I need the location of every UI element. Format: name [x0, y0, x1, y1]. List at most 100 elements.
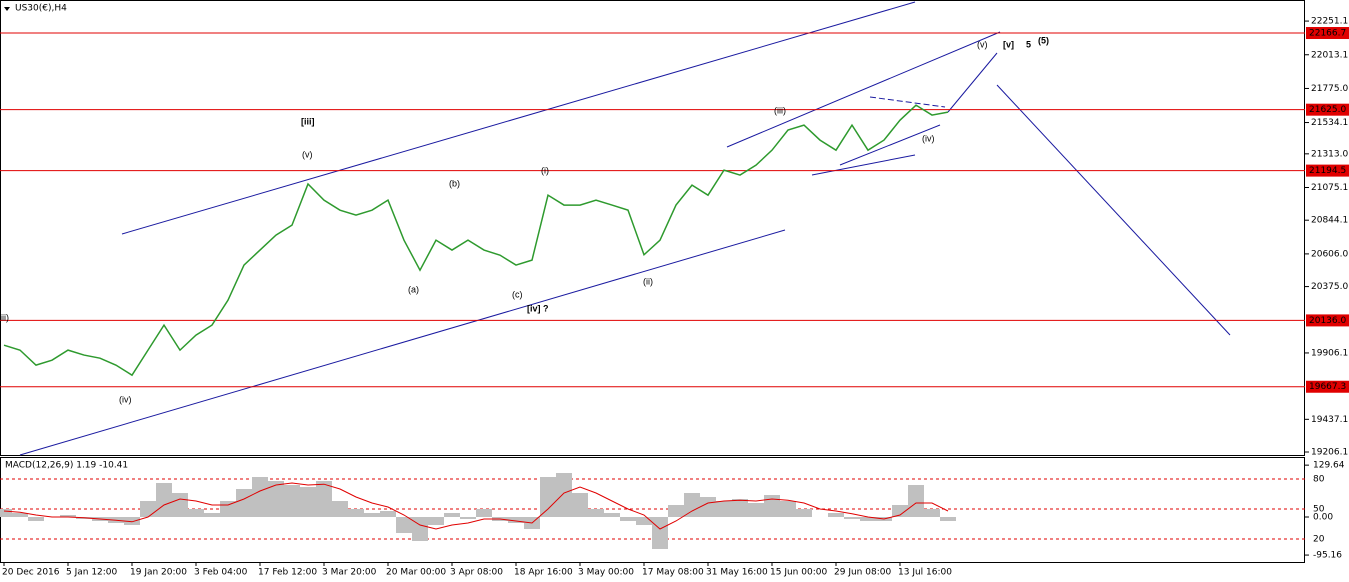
macd-bar: [892, 505, 908, 517]
macd-bar: [12, 513, 28, 517]
chart-title: US30(€),H4: [15, 4, 67, 14]
macd-bar: [476, 509, 492, 517]
wave-label: 5: [1026, 39, 1031, 49]
wave-label: (c): [512, 289, 523, 299]
x-tick-label: 5 Jan 12:00: [66, 568, 118, 578]
x-tick-label: 31 May 16:00: [706, 568, 768, 578]
macd-bar: [428, 517, 444, 525]
macd-bar: [204, 513, 220, 517]
macd-bar: [636, 517, 652, 525]
wave-label: [v]: [1003, 39, 1014, 49]
trend-lines: [19, 1, 1231, 456]
macd-bar: [124, 517, 140, 525]
macd-bar: [28, 517, 44, 521]
macd-bar: [924, 509, 940, 517]
y-tick-label: 21075.1: [1311, 183, 1348, 193]
trend-line: [996, 84, 1231, 336]
macd-bar: [796, 509, 812, 517]
macd-bar: [300, 487, 316, 517]
trend-line: [869, 96, 946, 108]
level-label: 80: [1313, 475, 1325, 485]
macd-bar: [156, 483, 172, 517]
macd-bar: [60, 515, 76, 517]
wave-label: (a): [408, 284, 419, 294]
trend-line: [726, 31, 1001, 148]
level-label-box: [1306, 164, 1349, 177]
y-tick-label: 20606.0: [1311, 249, 1348, 259]
y-tick-label: 21534.1: [1311, 118, 1348, 128]
macd-bar: [236, 489, 252, 517]
macd-bar: [860, 517, 876, 521]
y-tick-label: 19206.1: [1311, 448, 1348, 458]
level-label-box: [1306, 27, 1349, 40]
main-frame: [0, 0, 1305, 456]
y-tick-label: 21313.0: [1311, 149, 1348, 159]
macd-bar: [604, 513, 620, 517]
signal-line: [3, 482, 949, 530]
trend-line: [811, 154, 916, 176]
y-tick-label: 20375.0: [1311, 282, 1348, 292]
x-tick-label: 29 Jun 08:00: [834, 568, 891, 578]
wave-label: (iv): [119, 394, 132, 404]
macd-bar: [572, 493, 588, 517]
level-label-box: [1306, 380, 1349, 393]
macd-bar: [188, 509, 204, 517]
wave-label: (iv): [922, 133, 935, 143]
wave-label: (i): [541, 165, 549, 175]
macd-bar: [284, 485, 300, 517]
macd-bar: [252, 477, 268, 517]
macd-bar: [940, 517, 956, 521]
price-line: [3, 104, 949, 377]
macd-bar: [172, 493, 188, 517]
level-label: 20136.0: [1309, 316, 1346, 326]
x-tick-label: 3 Mar 20:00: [322, 568, 377, 578]
wave-label: (5): [1038, 35, 1049, 45]
macd-bar: [908, 485, 924, 517]
y-tick-label: 22251.1: [1311, 17, 1348, 27]
y-tick-label: -95.16: [1313, 551, 1342, 561]
macd-bar: [588, 509, 604, 517]
macd-bar: [444, 513, 460, 517]
macd-bar: [844, 517, 860, 519]
macd-title: MACD(12,26,9) 1.19 -10.41: [5, 461, 128, 471]
macd-bar: [652, 517, 668, 549]
macd-bar: [732, 499, 748, 517]
level-label-box: [1306, 103, 1349, 116]
level-label: 50: [1313, 505, 1325, 515]
x-tick-label: 15 Jun 00:00: [770, 568, 827, 578]
trend-line: [947, 52, 998, 113]
y-tick-label: 19906.1: [1311, 348, 1348, 358]
macd-bar: [268, 481, 284, 517]
wave-label: (ii): [643, 276, 653, 286]
level-label: 21625.0: [1309, 105, 1346, 115]
macd-bar: [332, 501, 348, 517]
macd-bar: [508, 517, 524, 523]
wave-label: iii): [0, 312, 9, 322]
y-tick-label: 129.64: [1313, 461, 1345, 471]
y-tick-label: 20844.1: [1311, 216, 1348, 226]
y-tick-label: 19437.1: [1311, 415, 1348, 425]
wave-label: [iii]: [301, 116, 315, 126]
macd-bar: [700, 497, 716, 517]
wave-label: [iv] ?: [527, 303, 549, 313]
macd-bar: [460, 517, 476, 519]
macd-bar: [364, 513, 380, 517]
macd-bar: [396, 517, 412, 533]
level-label: 21194.5: [1309, 166, 1346, 176]
x-tick-label: 3 May 00:00: [578, 568, 634, 578]
x-tick-label: 20 Mar 00:00: [386, 568, 446, 578]
macd-bar: [540, 477, 556, 517]
macd-bar: [828, 513, 844, 517]
y-tick-label: 22013.1: [1311, 50, 1348, 60]
trend-line: [19, 229, 786, 456]
menu-triangle: [4, 7, 10, 11]
level-label: 19667.3: [1309, 382, 1346, 392]
macd-bar: [748, 503, 764, 517]
wave-label: (v): [302, 149, 313, 159]
wave-label: (v): [977, 39, 988, 49]
y-tick-label: 21775.0: [1311, 84, 1348, 94]
level-label: 22166.7: [1309, 29, 1346, 39]
trend-line: [839, 124, 941, 166]
